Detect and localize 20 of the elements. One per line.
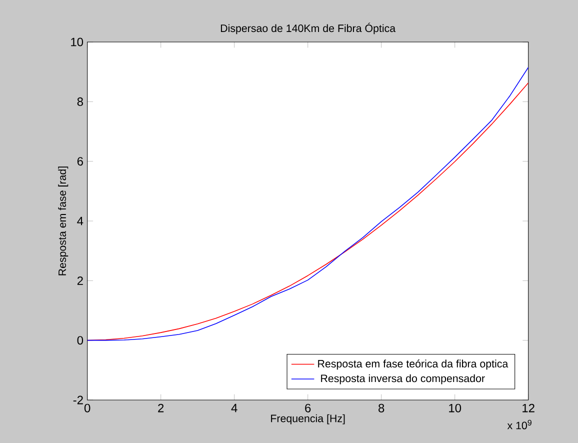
y-tick-label: 8 xyxy=(77,97,83,106)
legend-label: Resposta inversa do compensador xyxy=(321,374,485,384)
legend-label: Resposta em fase teórica da fibra optica xyxy=(318,360,508,370)
x-tick-label: 10 xyxy=(449,404,462,412)
text: x 10$^{9}$ xyxy=(507,420,532,430)
y-tick-label: 0 xyxy=(77,336,84,345)
x-tick-label: 4 xyxy=(231,404,238,412)
x-tick-label: 8 xyxy=(378,404,384,412)
x-tick-label: 0 xyxy=(84,404,90,412)
x-axis-title: Frequencia [Hz] xyxy=(271,414,345,424)
y-tick-label: 2 xyxy=(77,276,83,285)
y-axis-title: Resposta em fase [rad] xyxy=(58,166,68,276)
x-tick-label: 2 xyxy=(158,404,164,412)
chart-title: Dispersao de 140Km de Fibra Óptica xyxy=(220,22,396,34)
x-tick-label: 6 xyxy=(305,404,311,412)
y-tick-label: 4 xyxy=(77,216,84,226)
y-tick-label: 10 xyxy=(71,38,84,46)
y-tick-label: -2 xyxy=(73,396,83,404)
y-tick-label: 6 xyxy=(77,157,83,166)
x-tick-label: 12 xyxy=(522,404,534,412)
